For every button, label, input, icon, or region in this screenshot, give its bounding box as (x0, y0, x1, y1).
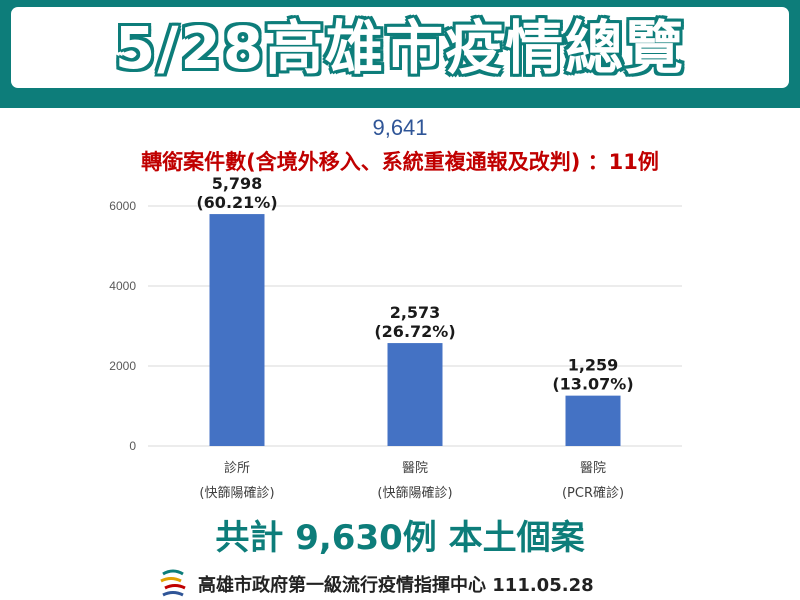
title-box (11, 7, 789, 88)
bar-value-label: 1,259 (568, 356, 619, 375)
footer: 高雄市政府第一級流行疫情指揮中心 111.05.28 (0, 568, 800, 598)
bar-percent-label: (13.07%) (552, 375, 633, 394)
page-title: 5/28高雄市疫情總覽 (114, 14, 686, 82)
bar-chart: 0 2000 4000 6000 5,798(60.21%) 診所 (快篩陽確診) 2,573… (109, 174, 682, 501)
x-category-sublabel: (快篩陽確診) (199, 485, 274, 501)
y-tick-label: 2000 (109, 359, 136, 373)
y-tick-label: 6000 (109, 199, 136, 213)
footer-text: 高雄市政府第一級流行疫情指揮中心 111.05.28 (198, 575, 594, 596)
bar (565, 395, 621, 446)
summary-total: 共計 9,630例 本土個案 (215, 518, 585, 558)
x-category-sublabel: (快篩陽確診) (377, 485, 452, 501)
header-banner: 5/28高雄市疫情總覽 (0, 0, 800, 108)
bar-percent-label: (60.21%) (196, 193, 277, 212)
x-category-label: 診所 (224, 460, 250, 476)
bar (387, 343, 443, 446)
y-tick-label: 4000 (109, 279, 136, 293)
x-category-label: 醫院 (580, 461, 606, 476)
x-category-label: 醫院 (402, 461, 428, 476)
x-category-sublabel: (PCR確診) (562, 485, 624, 501)
transfer-cases-note: 轉銜案件數(含境外移入、系統重複通報及改判) ：11例 (141, 150, 659, 174)
bar-value-label: 2,573 (390, 303, 441, 322)
total-cases-reference: 9,641 (372, 115, 428, 140)
bar-value-label: 5,798 (212, 174, 263, 193)
bar-percent-label: (26.72%) (374, 322, 455, 341)
kaohsiung-city-logo-icon (160, 569, 186, 597)
y-tick-label: 0 (129, 439, 136, 453)
bar (209, 214, 265, 446)
